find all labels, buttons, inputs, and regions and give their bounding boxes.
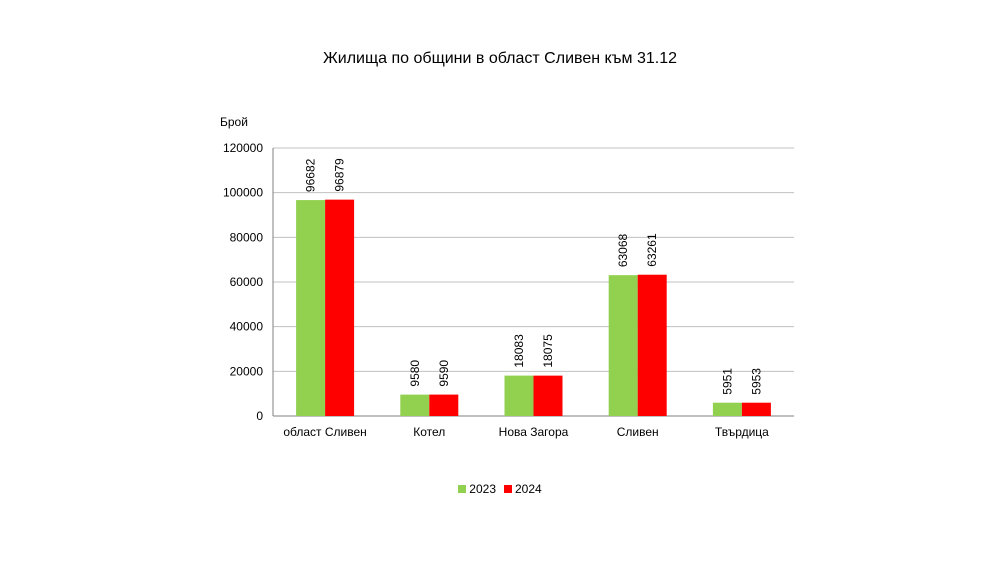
legend: 2023 2024 bbox=[0, 482, 1000, 496]
category-label: област Сливен bbox=[283, 425, 366, 439]
legend-item: 2023 bbox=[458, 482, 496, 496]
legend-swatch bbox=[458, 485, 467, 493]
data-label: 63261 bbox=[645, 233, 659, 267]
chart-title: Жилища по общини в област Сливен към 31.… bbox=[323, 50, 677, 67]
y-tick-label: 80000 bbox=[230, 230, 264, 244]
legend-label: 2023 bbox=[469, 482, 496, 496]
data-label: 18075 bbox=[541, 334, 555, 368]
y-tick-label: 60000 bbox=[230, 275, 264, 289]
data-label: 18083 bbox=[512, 334, 526, 368]
bar bbox=[504, 375, 534, 416]
bar bbox=[429, 394, 459, 416]
bars bbox=[296, 199, 771, 416]
category-labels: област Сливен Котел Нова Загора Сливен Твърд… bbox=[283, 425, 769, 439]
bar bbox=[637, 274, 667, 416]
data-label: 96682 bbox=[304, 158, 318, 192]
data-labels: 96682 96879 9580 9590 18083 18075 63068 63261 59… bbox=[304, 158, 764, 395]
bar bbox=[533, 375, 563, 416]
y-axis-ticks: 0 20000 40000 60000 80000 100000 120000 bbox=[223, 141, 263, 423]
category-label: Нова Загора bbox=[499, 425, 569, 439]
data-label: 5953 bbox=[749, 368, 763, 395]
category-label: Сливен bbox=[617, 425, 659, 439]
bar bbox=[741, 402, 771, 416]
data-label: 5951 bbox=[720, 368, 734, 395]
category-label: Котел bbox=[413, 425, 445, 439]
legend-label: 2024 bbox=[515, 482, 542, 496]
y-tick-label: 0 bbox=[256, 409, 263, 423]
bar bbox=[400, 394, 430, 416]
bar bbox=[712, 402, 742, 416]
bar bbox=[296, 200, 326, 416]
y-tick-label: 120000 bbox=[223, 141, 263, 155]
y-tick-label: 40000 bbox=[230, 320, 264, 334]
y-tick-label: 20000 bbox=[230, 364, 264, 378]
bar bbox=[608, 275, 638, 416]
y-tick-label: 100000 bbox=[223, 186, 263, 200]
legend-swatch bbox=[504, 485, 512, 493]
data-label: 63068 bbox=[616, 233, 630, 267]
data-label: 96879 bbox=[333, 158, 347, 192]
legend-item: 2024 bbox=[504, 482, 542, 496]
data-label: 9590 bbox=[437, 360, 451, 387]
data-label: 9580 bbox=[408, 360, 422, 387]
bar bbox=[325, 199, 355, 416]
y-axis-label: Брой bbox=[220, 115, 248, 129]
category-label: Твърдица bbox=[715, 425, 769, 439]
